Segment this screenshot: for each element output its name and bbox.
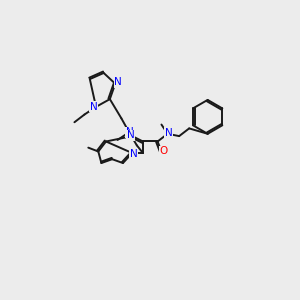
Text: N: N: [130, 149, 138, 159]
Text: N: N: [164, 128, 172, 138]
Text: N: N: [90, 102, 98, 112]
Text: O: O: [160, 146, 168, 157]
Text: N: N: [127, 130, 134, 140]
Text: N: N: [126, 127, 134, 137]
Text: N: N: [115, 77, 122, 87]
